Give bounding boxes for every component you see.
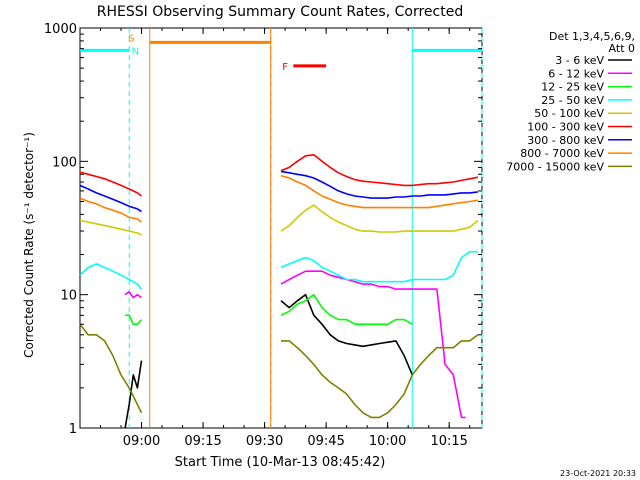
flag-label-2: F bbox=[282, 62, 288, 73]
x-axis-label: Start Time (10-Mar-13 08:45:42) bbox=[175, 455, 386, 470]
x-tick-label-1: 09:15 bbox=[184, 434, 221, 449]
y-tick-label-3: 1000 bbox=[44, 22, 77, 37]
x-tick-label-5: 10:15 bbox=[430, 434, 467, 449]
y-tick-label-1: 10 bbox=[60, 289, 77, 304]
series-3-segment-0 bbox=[79, 263, 143, 290]
x-tick-label-4: 10:00 bbox=[369, 434, 406, 449]
y-tick-label-0: 1 bbox=[69, 422, 77, 437]
legend-label-6: 300 - 800 keV bbox=[527, 134, 604, 147]
series-2-segment-0 bbox=[125, 314, 143, 325]
legend-header-detectors: Det 1,3,4,5,6,9, bbox=[549, 30, 635, 43]
legend-header-attenuator: Att 0 bbox=[609, 42, 635, 55]
legend-label-4: 50 - 100 keV bbox=[534, 107, 604, 120]
series-0-segment-1 bbox=[280, 293, 414, 376]
plot-area: SN F 09:00 09:15 09:30 09:45 10:00 10:15 1 10 10… bbox=[44, 22, 483, 449]
chart-title: RHESSI Observing Summary Count Rates, Co… bbox=[97, 4, 463, 20]
series-2-segment-1 bbox=[280, 293, 413, 325]
generated-timestamp: 23-Oct-2021 20:33 bbox=[560, 469, 636, 478]
series-5-segment-0 bbox=[79, 171, 142, 197]
y-axis-label: Corrected Count Rate (s⁻¹ detector⁻¹) bbox=[22, 132, 36, 358]
series-0-segment-0 bbox=[124, 360, 143, 429]
flag-label-0: S bbox=[128, 33, 134, 44]
series-5-segment-1 bbox=[280, 154, 479, 187]
legend-label-3: 25 - 50 keV bbox=[541, 94, 604, 107]
legend-label-7: 800 - 7000 keV bbox=[520, 147, 604, 160]
series-4-segment-0 bbox=[79, 219, 142, 236]
legend-label-1: 6 - 12 keV bbox=[548, 67, 604, 80]
x-tick-label-0: 09:00 bbox=[123, 434, 160, 449]
x-tick-label-2: 09:30 bbox=[246, 434, 283, 449]
y-axis-ticks: 1 10 100 1000 bbox=[44, 22, 482, 437]
series-lines bbox=[79, 154, 479, 429]
series-4-segment-1 bbox=[280, 204, 479, 233]
series-7-segment-1 bbox=[280, 174, 479, 209]
flag-label-1: N bbox=[132, 46, 139, 57]
series-1-segment-1 bbox=[280, 270, 466, 419]
series-8-segment-1 bbox=[281, 334, 479, 419]
series-8-segment-0 bbox=[79, 323, 143, 414]
series-1-segment-0 bbox=[124, 291, 142, 299]
series-7-segment-0 bbox=[79, 197, 142, 223]
flag-vertical-lines bbox=[128, 28, 483, 428]
series-6-segment-0 bbox=[79, 184, 142, 213]
y-tick-label-2: 100 bbox=[52, 155, 77, 170]
x-tick-label-3: 09:45 bbox=[307, 434, 344, 449]
legend-label-5: 100 - 300 keV bbox=[527, 121, 604, 134]
flag-labels: SN F bbox=[128, 33, 288, 72]
flag-bars bbox=[80, 40, 482, 68]
legend-label-8: 7000 - 15000 keV bbox=[506, 160, 604, 173]
series-3-segment-1 bbox=[280, 250, 478, 283]
legend-label-0: 3 - 6 keV bbox=[555, 54, 604, 67]
series-6-segment-1 bbox=[280, 170, 478, 199]
legend-label-2: 12 - 25 keV bbox=[541, 81, 604, 94]
x-axis-ticks: 09:00 09:15 09:30 09:45 10:00 10:15 bbox=[79, 28, 471, 449]
